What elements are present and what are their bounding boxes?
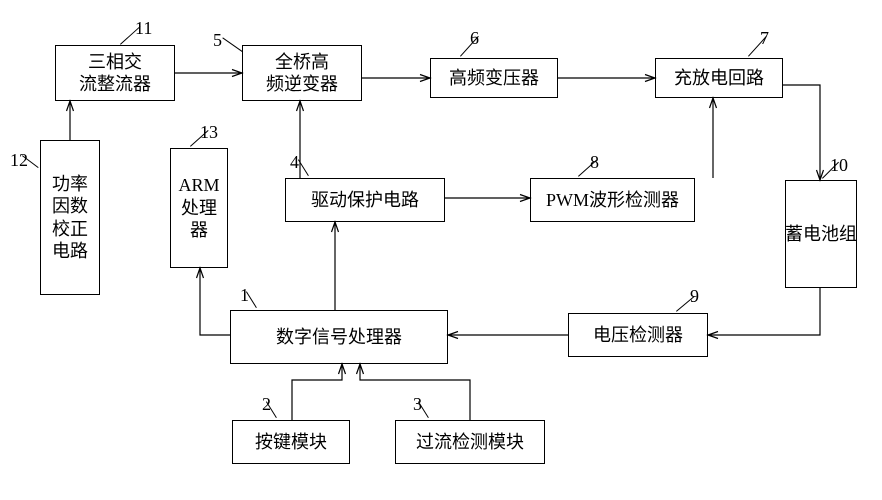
edge-n2-n1 [292,364,342,420]
node-label-n13: ARM 处理 器 [178,174,219,242]
node-n2: 按键模块 [232,420,350,464]
edge-n7-n10 [783,85,820,180]
node-label-n4: 驱动保护电路 [311,189,419,212]
num-label-n13: 13 [200,122,218,143]
node-label-n3: 过流检测模块 [416,431,524,454]
node-n6: 高频变压器 [430,58,558,98]
node-label-n9: 电压检测器 [593,324,683,347]
num-leader-n5 [222,37,243,52]
node-label-n7: 充放电回路 [674,67,764,90]
node-n8: PWM波形检测器 [530,178,695,222]
edge-n1-n13 [200,268,230,335]
node-label-n10: 蓄电池组 [785,223,857,246]
node-n10: 蓄电池组 [785,180,857,288]
node-label-n11: 三相交 流整流器 [79,51,151,96]
node-n11: 三相交 流整流器 [55,45,175,101]
node-n5: 全桥高 频逆变器 [242,45,362,101]
node-n13: ARM 处理 器 [170,148,228,268]
num-label-n12: 12 [10,150,28,171]
node-n12: 功率 因数 校正 电路 [40,140,100,295]
node-n9: 电压检测器 [568,313,708,357]
num-label-n2: 2 [262,394,271,415]
num-label-n4: 4 [290,152,299,173]
node-n3: 过流检测模块 [395,420,545,464]
node-label-n2: 按键模块 [255,431,327,454]
num-label-n5: 5 [213,30,222,51]
node-n7: 充放电回路 [655,58,783,98]
node-label-n1: 数字信号处理器 [276,326,402,349]
node-label-n5: 全桥高 频逆变器 [266,51,338,96]
edge-n10-n9 [708,288,820,335]
node-n4: 驱动保护电路 [285,178,445,222]
node-label-n8: PWM波形检测器 [546,189,679,212]
node-n1: 数字信号处理器 [230,310,448,364]
num-leader-n4 [298,159,309,176]
diagram-canvas: 三相交 流整流器 全桥高 频逆变器 高频变压器 充放电回路功率 因数 校正 电路 ARM… [0,0,882,500]
node-label-n12: 功率 因数 校正 电路 [52,173,88,263]
node-label-n6: 高频变压器 [449,67,539,90]
